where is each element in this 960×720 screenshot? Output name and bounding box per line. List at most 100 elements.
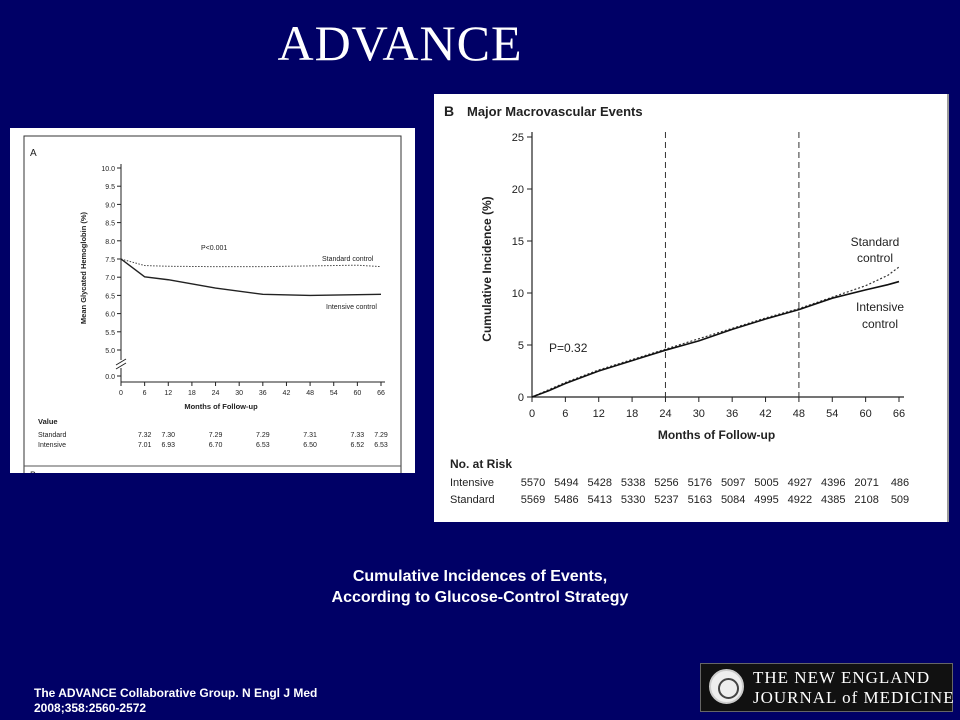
x-tick-label: 48 bbox=[306, 390, 314, 397]
x-tick-label: 24 bbox=[659, 408, 671, 420]
at-risk-value: 2108 bbox=[854, 494, 878, 506]
series-line-intensive bbox=[531, 280, 900, 398]
x-axis-label: Months of Follow-up bbox=[658, 428, 775, 442]
at-risk-value: 5428 bbox=[587, 477, 611, 489]
next-panel-fragment: B bbox=[30, 470, 36, 473]
table-cell: 7.01 bbox=[138, 442, 152, 449]
at-risk-value: 5494 bbox=[554, 477, 578, 489]
at-risk-value: 5256 bbox=[654, 477, 678, 489]
x-tick-label: 12 bbox=[593, 408, 605, 420]
table-cell: 6.93 bbox=[161, 442, 175, 449]
x-tick-label: 66 bbox=[893, 408, 905, 420]
at-risk-value: 5163 bbox=[688, 494, 712, 506]
y-axis-label: Cumulative Incidence (%) bbox=[480, 196, 494, 341]
x-tick-label: 30 bbox=[693, 408, 705, 420]
y-axis-label: Mean Glycated Hemoglobin (%) bbox=[79, 211, 88, 324]
axis-break-mark bbox=[115, 362, 127, 370]
x-tick-label: 60 bbox=[860, 408, 872, 420]
panel-a-hba1c-chart: A 0.0 5.0 5.5 6.0 6.5 7.0 7.5 8.0 8.5 9.0 9.5 10.0 0 6… bbox=[10, 128, 415, 473]
at-risk-value: 4995 bbox=[754, 494, 778, 506]
x-tick-label: 0 bbox=[119, 390, 123, 397]
y-tick-label: 15 bbox=[512, 236, 524, 248]
table-cell: 7.29 bbox=[374, 432, 388, 439]
x-tick-label: 60 bbox=[353, 390, 361, 397]
y-tick-label: 5 bbox=[518, 340, 524, 352]
at-risk-value: 4927 bbox=[788, 477, 812, 489]
x-tick-label: 12 bbox=[164, 390, 172, 397]
y-tick-label: 9.0 bbox=[105, 202, 115, 209]
x-axis-label: Months of Follow-up bbox=[184, 402, 258, 411]
table-row-label: Standard bbox=[38, 432, 67, 439]
hba1c-chart-svg: A 0.0 5.0 5.5 6.0 6.5 7.0 7.5 8.0 8.5 9.0 9.5 10.0 0 6… bbox=[23, 135, 402, 473]
at-risk-header: No. at Risk bbox=[450, 457, 512, 471]
macrovascular-chart-svg: B Major Macrovascular Events 0 5 10 15 20 25 0 6 1… bbox=[444, 103, 909, 506]
axis-break-mark bbox=[115, 358, 127, 366]
table-header: Value bbox=[38, 417, 58, 426]
at-risk-value: 2071 bbox=[854, 477, 878, 489]
y-tick-label: 7.5 bbox=[105, 257, 115, 264]
y-tick-label: 10.0 bbox=[101, 166, 115, 173]
nejm-logo: THE NEW ENGLAND JOURNAL of MEDICINE bbox=[700, 663, 955, 712]
x-tick-label: 42 bbox=[759, 408, 771, 420]
x-tick-label: 36 bbox=[259, 390, 267, 397]
x-tick-label: 42 bbox=[283, 390, 291, 397]
table-cell: 7.33 bbox=[351, 432, 365, 439]
at-risk-row-label: Standard bbox=[450, 494, 495, 506]
at-risk-value: 5176 bbox=[688, 477, 712, 489]
y-tick-label: 6.0 bbox=[105, 312, 115, 319]
x-tick-label: 30 bbox=[235, 390, 243, 397]
y-tick-label: 8.0 bbox=[105, 239, 115, 246]
at-risk-value: 5005 bbox=[754, 477, 778, 489]
citation-line-2: 2008;358:2560-2572 bbox=[34, 701, 147, 715]
y-tick-label: 10 bbox=[512, 288, 524, 300]
series-line-intensive bbox=[120, 258, 382, 297]
legend-intensive-label: Intensive control bbox=[326, 304, 377, 311]
panel-b-macrovascular-chart: B Major Macrovascular Events 0 5 10 15 20 25 0 6 1… bbox=[434, 94, 949, 522]
legend-intensive-label-line2: control bbox=[862, 317, 898, 331]
at-risk-value: 5330 bbox=[621, 494, 645, 506]
table-cell: 6.53 bbox=[374, 442, 388, 449]
table-cell: 7.31 bbox=[303, 432, 317, 439]
panel-b-title: Major Macrovascular Events bbox=[467, 104, 643, 119]
legend-standard-label-line1: Standard bbox=[851, 235, 900, 249]
table-cell: 7.29 bbox=[256, 432, 270, 439]
y-tick-label: 0.0 bbox=[105, 374, 115, 381]
p-value-annotation: P<0.001 bbox=[201, 245, 227, 252]
x-tick-label: 36 bbox=[726, 408, 738, 420]
panel-a-label: A bbox=[30, 148, 37, 159]
y-tick-label: 25 bbox=[512, 132, 524, 144]
x-tick-label: 18 bbox=[188, 390, 196, 397]
x-tick-label: 48 bbox=[793, 408, 805, 420]
p-value-annotation: P=0.32 bbox=[549, 341, 588, 355]
x-tick-label: 54 bbox=[826, 408, 838, 420]
table-cell: 6.53 bbox=[256, 442, 270, 449]
logo-line-2: JOURNAL of MEDICINE bbox=[753, 688, 955, 707]
x-tick-label: 24 bbox=[212, 390, 220, 397]
at-risk-value: 509 bbox=[891, 494, 909, 506]
x-tick-label: 54 bbox=[330, 390, 338, 397]
x-tick-label: 6 bbox=[143, 390, 147, 397]
panel-b-label: B bbox=[444, 103, 454, 119]
at-risk-value: 4922 bbox=[788, 494, 812, 506]
x-tick-label: 6 bbox=[562, 408, 568, 420]
at-risk-value: 5486 bbox=[554, 494, 578, 506]
y-tick-label: 8.5 bbox=[105, 221, 115, 228]
at-risk-value: 5413 bbox=[587, 494, 611, 506]
at-risk-value: 5338 bbox=[621, 477, 645, 489]
at-risk-value: 4385 bbox=[821, 494, 845, 506]
figure-caption: Cumulative Incidences of Events, Accordi… bbox=[240, 566, 720, 608]
legend-standard-label-line2: control bbox=[857, 251, 893, 265]
at-risk-value: 486 bbox=[891, 477, 909, 489]
at-risk-row-label: Intensive bbox=[450, 477, 494, 489]
logo-line-1: THE NEW ENGLAND bbox=[753, 668, 931, 687]
series-line-standard bbox=[531, 266, 900, 398]
panel-a-frame bbox=[23, 135, 402, 473]
slide-title: ADVANCE bbox=[277, 15, 523, 71]
at-risk-value: 4396 bbox=[821, 477, 845, 489]
y-tick-label: 5.5 bbox=[105, 330, 115, 337]
legend-standard-label: Standard control bbox=[322, 256, 374, 263]
at-risk-value: 5569 bbox=[521, 494, 545, 506]
citation: The ADVANCE Collaborative Group. N Engl … bbox=[34, 686, 434, 716]
y-tick-label: 9.5 bbox=[105, 184, 115, 191]
table-cell: 7.29 bbox=[209, 432, 223, 439]
